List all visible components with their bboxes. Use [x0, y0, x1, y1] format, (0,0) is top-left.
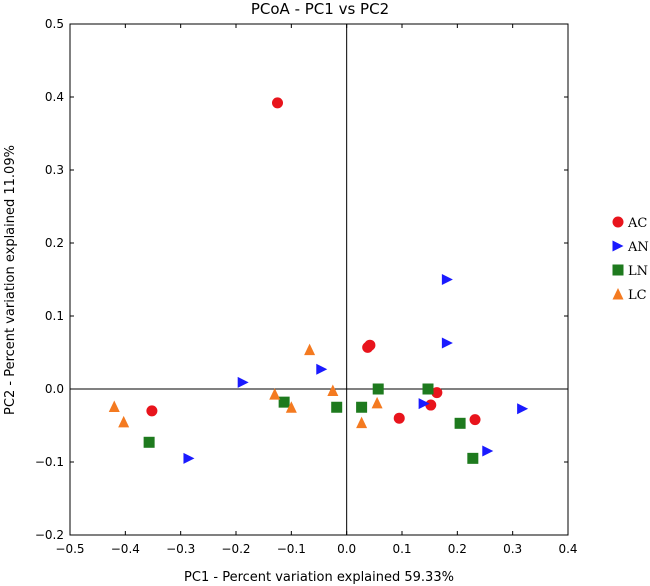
data-point	[183, 452, 195, 464]
x-tick-label: −0.2	[221, 542, 250, 556]
legend-label: AC	[627, 216, 647, 231]
data-point	[431, 387, 443, 399]
data-point	[331, 401, 343, 413]
y-tick-label: 0.0	[45, 382, 64, 396]
legend: AC AN LN LC	[612, 216, 649, 303]
data-point	[356, 416, 368, 429]
data-point	[304, 343, 316, 356]
legend-label: LN	[628, 264, 648, 279]
y-axis-label: PC2 - Percent variation explained 11.09%	[3, 145, 18, 415]
data-point	[441, 337, 453, 349]
y-tick-label: 0.1	[45, 309, 64, 323]
series-ln	[143, 383, 479, 464]
x-tick-label: 0.3	[503, 542, 522, 556]
y-tick-label: 0.3	[45, 163, 64, 177]
data-point	[469, 414, 481, 426]
legend-marker	[612, 240, 624, 252]
data-point	[425, 399, 437, 411]
data-point	[418, 398, 430, 410]
legend-item-an: AN	[612, 240, 649, 255]
data-point	[146, 405, 158, 417]
x-tick-label: −0.1	[277, 542, 306, 556]
chart-title: PCoA - PC1 vs PC2	[251, 0, 389, 18]
data-point	[364, 339, 376, 351]
legend-label: LC	[628, 288, 647, 303]
data-point	[269, 388, 281, 400]
legend-label: AN	[627, 240, 649, 255]
legend-item-ln: LN	[612, 264, 648, 279]
y-tick-label: −0.1	[35, 455, 64, 469]
series-an	[183, 274, 529, 464]
data-point	[454, 417, 466, 429]
data-point	[237, 376, 249, 388]
zero-lines	[70, 24, 568, 535]
x-tick-label: −0.4	[111, 542, 140, 556]
legend-marker	[612, 216, 624, 228]
data-point	[467, 452, 479, 464]
legend-marker	[612, 288, 624, 300]
data-point	[118, 415, 130, 428]
legend-item-lc: LC	[612, 288, 647, 303]
x-tick-label: 0.2	[448, 542, 467, 556]
data-point	[278, 396, 290, 408]
data-point	[285, 401, 297, 413]
y-tick-label: −0.2	[35, 528, 64, 542]
x-tick-label: 0.0	[337, 542, 356, 556]
series-ac	[146, 97, 481, 426]
data-point	[422, 383, 434, 395]
data-point	[316, 363, 328, 375]
x-tick-label: 0.1	[392, 542, 411, 556]
data-point	[372, 383, 384, 395]
data-point	[272, 97, 283, 109]
legend-marker	[612, 264, 624, 276]
data-point	[356, 401, 368, 413]
data-point	[143, 436, 155, 448]
x-tick-label: −0.5	[55, 542, 84, 556]
plot-area	[69, 23, 569, 536]
x-tick-label: 0.4	[558, 542, 577, 556]
data-point	[108, 400, 120, 413]
y-tick-label: 0.4	[45, 90, 64, 104]
x-axis-label: PC1 - Percent variation explained 59.33%	[184, 570, 454, 585]
data-point	[393, 412, 405, 424]
data-point	[327, 384, 339, 396]
data-points	[108, 97, 529, 464]
x-tick-label: −0.3	[166, 542, 195, 556]
y-tick-label: 0.2	[45, 236, 64, 250]
y-tick-label: 0.5	[45, 17, 64, 31]
data-point	[482, 445, 494, 457]
axis-ticks: −0.5 −0.4 −0.3 −0.2 −0.1 0.0 0.1 0.2 0.3 0.4 −0.2 −…	[35, 17, 578, 556]
data-point	[517, 403, 529, 415]
data-point	[371, 396, 383, 409]
series-lc	[108, 343, 383, 429]
data-point	[441, 274, 453, 285]
legend-item-ac: AC	[612, 216, 647, 231]
